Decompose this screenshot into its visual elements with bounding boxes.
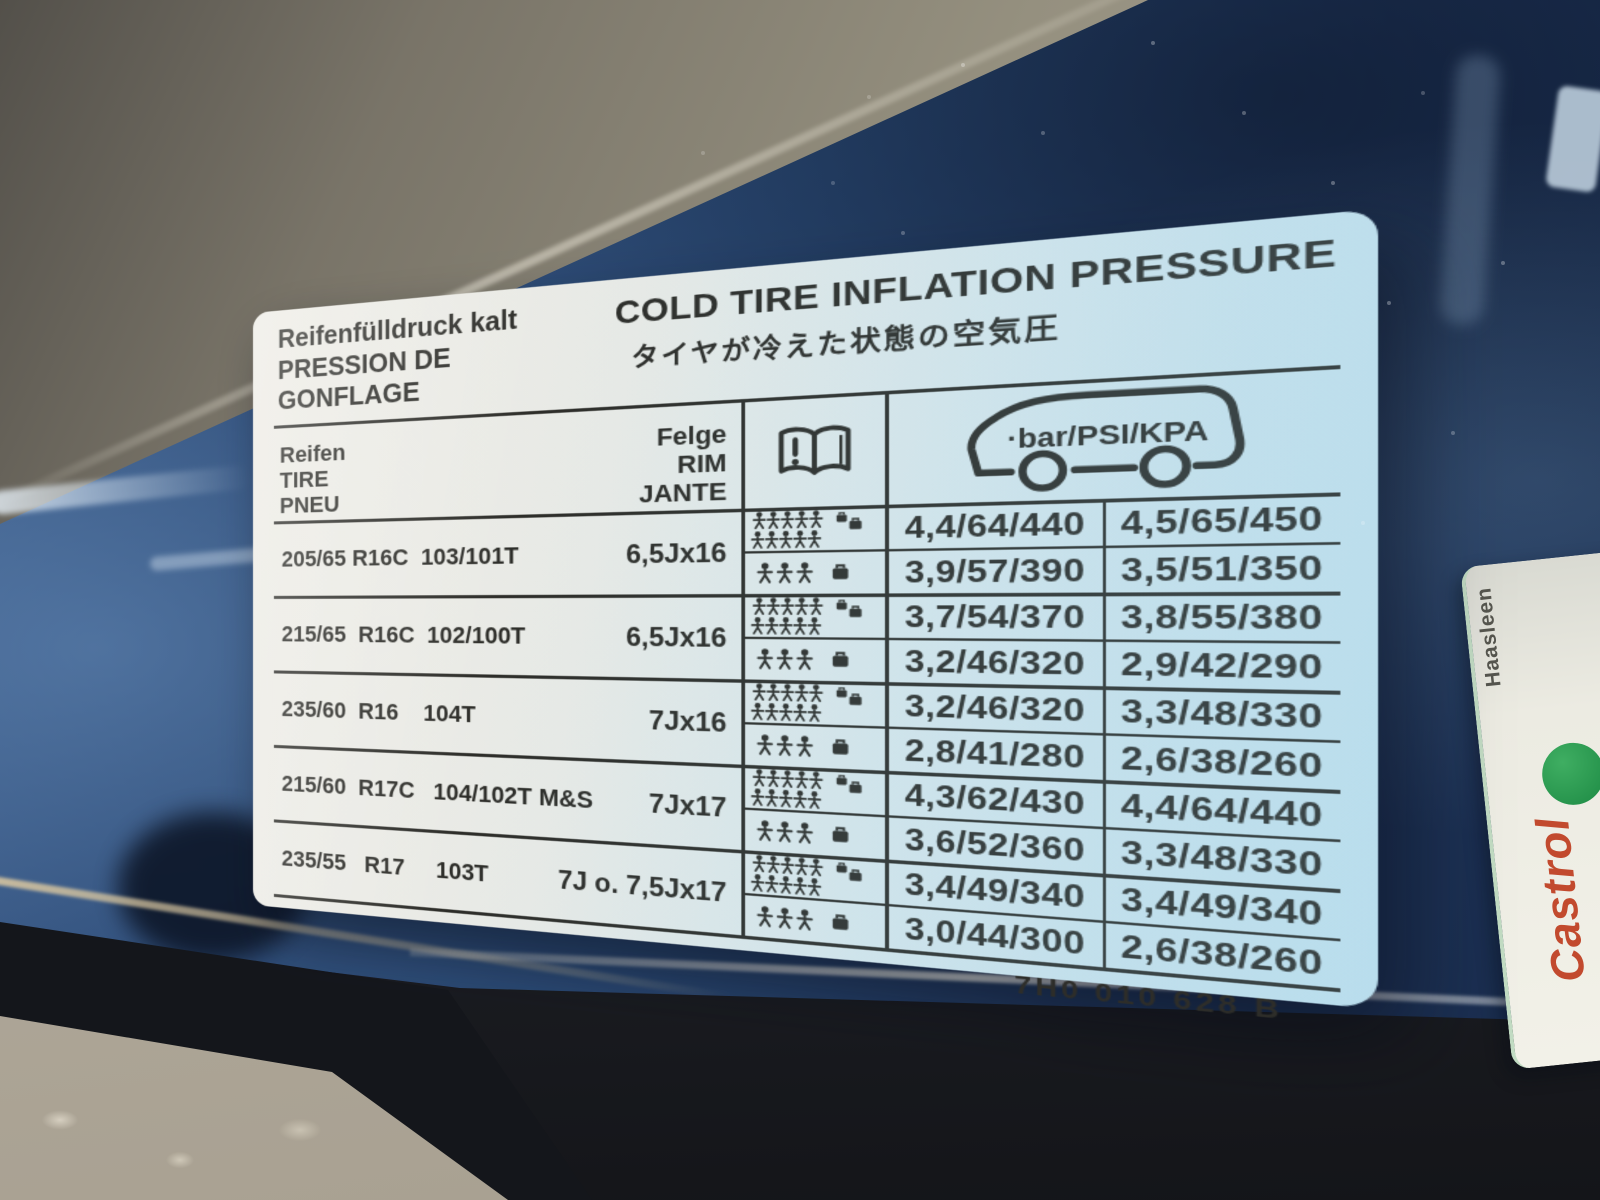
pressure-value-cell: 2,9/42/290 — [1102, 638, 1341, 691]
tire-size-cell: 205/65 R16C 103/101T — [273, 512, 591, 596]
crowd-with-luggage-icon — [741, 592, 890, 638]
pressure-value-cell: 4,4/64/440 — [889, 498, 1103, 549]
manual-book-cell — [741, 393, 890, 509]
tire-header-fr: PNEU — [279, 491, 340, 519]
pressure-value-cell: 3,8/55/380 — [1102, 590, 1341, 641]
header-de-fr: Reifenfülldruck kalt PRESSION DE GONFLAG… — [278, 296, 608, 417]
castrol-brand-text: Castrol — [1525, 814, 1595, 985]
rim-size-cell: 7Jx16 — [590, 675, 742, 765]
rim-header-en: RIM — [677, 448, 727, 480]
tire-header-de: Reifen — [279, 439, 346, 469]
rim-size-cell: 7Jx17 — [590, 757, 742, 850]
pressure-value-cell: 3,7/54/370 — [889, 591, 1103, 639]
rim-header-de: Felge — [656, 419, 727, 452]
pressure-table: Reifen TIRE PNEU Felge RIM JANTE — [273, 368, 1341, 992]
pressure-value-cell: 3,3/48/330 — [1102, 685, 1341, 740]
three-passengers-with-luggage-icon — [741, 721, 890, 771]
van-units-cell: ·bar/PSI/KPA — [889, 368, 1340, 504]
rim-size-cell: 7J o. 7,5Jx17 — [558, 839, 742, 935]
pressure-value-cell: 3,5/51/350 — [1102, 541, 1341, 592]
rim-column-header: Felge RIM JANTE — [591, 402, 742, 512]
tire-size-cell: 235/60 R16 104T — [273, 669, 591, 758]
rim-header-fr: JANTE — [638, 477, 727, 509]
pressure-value-cell: 3,2/46/320 — [889, 637, 1103, 686]
crowd-with-luggage-icon — [741, 504, 890, 551]
rim-size-cell: 6,5Jx16 — [590, 508, 742, 595]
crowd-with-luggage-icon — [741, 678, 890, 726]
tire-column-header: Reifen TIRE PNEU — [274, 411, 591, 521]
pressure-value-cell: 4,5/65/450 — [1102, 491, 1341, 546]
pressure-value-cell: 3,2/46/320 — [889, 681, 1103, 733]
rim-size-cell: 6,5Jx16 — [590, 593, 742, 679]
dust-specks — [0, 0, 2, 2]
three-passengers-with-luggage-icon — [741, 636, 890, 682]
tire-size-cell: 215/65 R16C 102/100T — [273, 594, 591, 676]
tire-pressure-label: Reifenfülldruck kalt PRESSION DE GONFLAG… — [253, 208, 1379, 1025]
pressure-value-cell: 3,9/57/390 — [889, 545, 1103, 593]
van-silhouette-icon: ·bar/PSI/KPA — [903, 372, 1322, 496]
three-passengers-with-luggage-icon — [741, 548, 890, 594]
dealer-text: Haasleen — [1472, 585, 1506, 689]
owner-manual-book-icon — [774, 421, 855, 483]
castrol-green-dot-icon — [1539, 739, 1600, 808]
tire-header-en: TIRE — [279, 466, 329, 494]
